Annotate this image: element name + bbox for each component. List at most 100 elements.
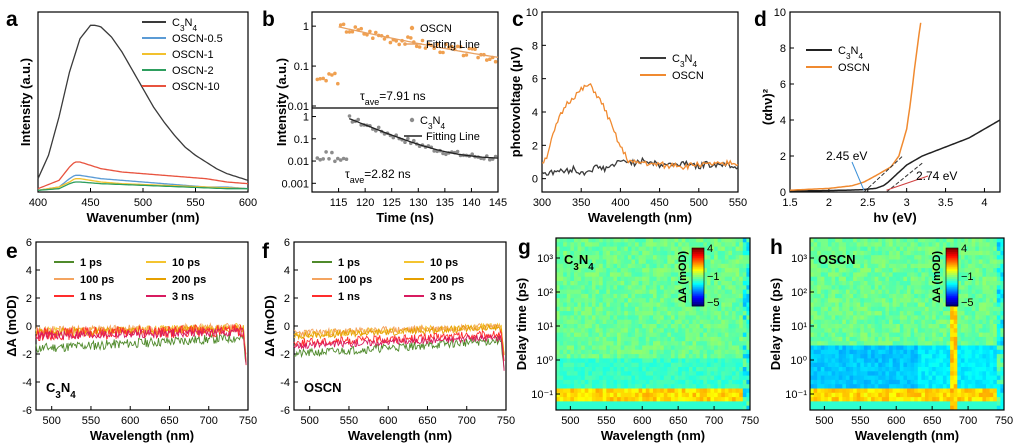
heatmap-cell xyxy=(739,293,744,299)
heatmap-cell xyxy=(924,388,929,394)
heatmap-cell xyxy=(889,371,894,376)
heatmap-cell xyxy=(842,242,847,247)
heatmap-cell xyxy=(885,259,890,265)
heatmap-cell xyxy=(863,405,868,411)
heatmap-cell xyxy=(563,341,568,346)
heatmap-cell xyxy=(860,250,865,256)
heatmap-cell xyxy=(663,362,668,368)
heatmap-cell xyxy=(910,392,915,398)
heatmap-cell xyxy=(577,272,582,278)
heatmap-cell xyxy=(932,336,937,342)
heatmap-cell xyxy=(968,302,973,308)
heatmap-cell xyxy=(706,268,711,273)
heatmap-cell xyxy=(871,362,876,368)
heatmap-cell xyxy=(617,276,622,282)
heatmap-cell xyxy=(971,336,976,342)
heatmap-cell xyxy=(588,311,593,316)
heatmap-cell xyxy=(699,332,704,338)
heatmap-cell xyxy=(903,328,908,333)
heatmap-cell xyxy=(681,341,686,346)
heatmap-cell xyxy=(867,336,872,342)
heatmap-cell xyxy=(591,302,596,308)
heatmap-cell xyxy=(663,345,668,351)
heatmap-cell xyxy=(953,328,958,333)
heatmap-cell xyxy=(935,293,940,299)
heatmap-cell xyxy=(645,311,650,316)
heatmap-cell xyxy=(968,388,973,394)
heatmap-cell xyxy=(742,324,747,329)
heatmap-cell xyxy=(674,289,679,295)
heatmap-cell xyxy=(699,311,704,316)
heatmap-cell xyxy=(935,242,940,247)
x-tick-label: 3 xyxy=(904,197,910,209)
colorbar-tick-label: −5 xyxy=(961,297,974,309)
heatmap-cell xyxy=(649,367,654,372)
heatmap-cell xyxy=(917,285,922,290)
heatmap-cell xyxy=(896,401,901,407)
heatmap-cell xyxy=(885,349,890,355)
heatmap-cell xyxy=(681,401,686,407)
heatmap-cell xyxy=(914,397,919,402)
heatmap-cell xyxy=(824,336,829,342)
heatmap-cell xyxy=(667,401,672,407)
heatmap-cell xyxy=(917,255,922,260)
heatmap-cell xyxy=(871,401,876,407)
heatmap-cell xyxy=(681,298,686,303)
heatmap-cell xyxy=(710,298,715,303)
heatmap-cell xyxy=(631,259,636,265)
heatmap-cell xyxy=(638,311,643,316)
heatmap-cell xyxy=(674,293,679,299)
heatmap-cell xyxy=(617,405,622,411)
heatmap-cell xyxy=(982,388,987,394)
heatmap-cell xyxy=(824,272,829,278)
heatmap-cell xyxy=(591,285,596,290)
heatmap-cell xyxy=(935,384,940,389)
heatmap-cell xyxy=(896,328,901,333)
heatmap-cell xyxy=(935,375,940,381)
heatmap-cell xyxy=(968,401,973,407)
heatmap-cell xyxy=(957,354,962,359)
heatmap-cell xyxy=(1000,319,1005,325)
heatmap-cell xyxy=(986,362,991,368)
heatmap-cell xyxy=(867,285,872,290)
heatmap-cell xyxy=(885,362,890,368)
heatmap-cell xyxy=(624,358,629,364)
heatmap-cell xyxy=(817,358,822,364)
heatmap-cell xyxy=(688,255,693,260)
heatmap-cell xyxy=(863,367,868,372)
heatmap-cell xyxy=(742,259,747,265)
heatmap-cell xyxy=(849,315,854,321)
heatmap-cell xyxy=(842,272,847,278)
heatmap-cell xyxy=(656,298,661,303)
heatmap-cell xyxy=(881,276,886,282)
heatmap-cell xyxy=(885,336,890,342)
heatmap-cell xyxy=(595,358,600,364)
heatmap-cell xyxy=(692,242,697,247)
heatmap-cell xyxy=(570,263,575,269)
heatmap-cell xyxy=(953,315,958,321)
heatmap-cell xyxy=(563,349,568,355)
heatmap-cell xyxy=(606,332,611,338)
heatmap-cell xyxy=(978,306,983,312)
heatmap-cell xyxy=(978,332,983,338)
heatmap-cell xyxy=(853,354,858,359)
heatmap-cell xyxy=(878,319,883,325)
heatmap-cell xyxy=(714,285,719,290)
heatmap-cell xyxy=(827,367,832,372)
heatmap-cell xyxy=(921,324,926,329)
heatmap-cell xyxy=(717,397,722,402)
heatmap-cell xyxy=(993,311,998,316)
heatmap-cell xyxy=(663,285,668,290)
heatmap-cell xyxy=(924,306,929,312)
heatmap-cell xyxy=(835,285,840,290)
heatmap-cell xyxy=(559,285,564,290)
heatmap-cell xyxy=(631,315,636,321)
heatmap-cell xyxy=(950,375,955,381)
heatmap-cell xyxy=(917,289,922,295)
heatmap-cell xyxy=(599,354,604,359)
heatmap-cell xyxy=(968,332,973,338)
heatmap-cell xyxy=(649,255,654,260)
heatmap-cell xyxy=(863,306,868,312)
heatmap-cell xyxy=(609,324,614,329)
